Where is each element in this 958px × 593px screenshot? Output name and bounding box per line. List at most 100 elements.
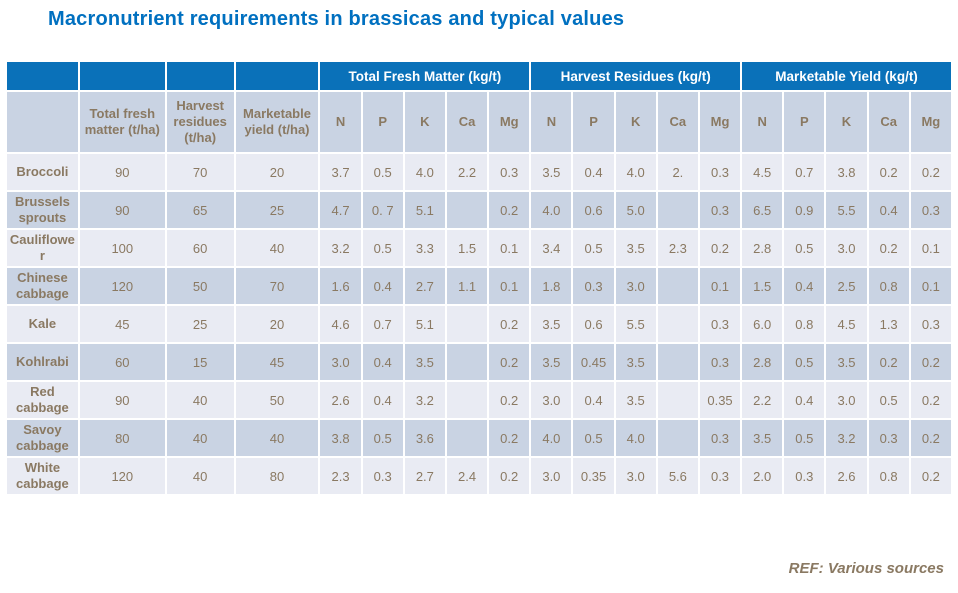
table-cell: 2.2 (740, 380, 785, 420)
table-cell: 4.5 (740, 152, 785, 192)
table-cell: 0.5 (782, 342, 827, 382)
table-cell: 5.0 (613, 190, 658, 230)
table-cell: 0.2 (487, 380, 532, 420)
sub-header-cell: P (782, 90, 827, 154)
row-label: Kale (5, 304, 80, 344)
table-cell (444, 380, 490, 420)
sub-header-cell: N (529, 90, 574, 154)
table-cell: 0.2 (866, 152, 911, 192)
table-cell: 3.8 (318, 418, 363, 458)
table-cell: 15 (164, 342, 236, 382)
table-cell: 0.3 (866, 418, 911, 458)
row-label: White cabbage (5, 456, 80, 496)
table-cell (655, 304, 700, 344)
table-cell: 1.6 (318, 266, 363, 306)
table-cell: 0.4 (571, 152, 616, 192)
sub-header-cell: K (402, 90, 447, 154)
table-cell: 2.7 (402, 456, 447, 496)
table-cell: 0.35 (571, 456, 616, 496)
table-cell: 5.5 (613, 304, 658, 344)
row-label: Broccoli (5, 152, 80, 192)
row-label: Savoy cabbage (5, 418, 80, 458)
table-cell: 0.4 (360, 266, 405, 306)
table-cell: 4.7 (318, 190, 363, 230)
table-cell: 40 (233, 418, 321, 458)
table-cell: 5.5 (824, 190, 869, 230)
table-cell: 0.2 (908, 152, 954, 192)
table-cell: 3.5 (529, 152, 574, 192)
table-cell: 90 (77, 380, 167, 420)
sub-header-cell: K (824, 90, 869, 154)
table-cell: 2.4 (444, 456, 490, 496)
table-cell: 3.5 (613, 342, 658, 382)
table-cell: 3.0 (318, 342, 363, 382)
table-cell: 0.3 (908, 304, 954, 344)
table-cell: 0.3 (908, 190, 954, 230)
table-cell: 0.2 (487, 418, 532, 458)
table-cell: 0.35 (697, 380, 743, 420)
table-cell: 40 (164, 380, 236, 420)
table-cell: 3.5 (529, 342, 574, 382)
table-cell: 0.3 (487, 152, 532, 192)
sub-header-cell: Ca (866, 90, 911, 154)
table-cell: 4.5 (824, 304, 869, 344)
table-row: Savoy cabbage 80 40 40 3.8 0.5 3.6 0.2 4.0 0.5 4.0… (5, 418, 954, 458)
table-row: Red cabbage 90 40 50 2.6 0.4 3.2 0.2 3.0 0.4 3.5 0.… (5, 380, 954, 420)
table-cell: 5.1 (402, 304, 447, 344)
table-cell: 0.5 (782, 418, 827, 458)
table-cell: 3.5 (613, 380, 658, 420)
table-cell: 1.5 (740, 266, 785, 306)
table-cell: 3.0 (529, 380, 574, 420)
macronutrient-table: Total Fresh Matter (kg/t) Harvest Residue… (5, 60, 954, 496)
table-cell: 0.5 (360, 418, 405, 458)
sub-header-cell: Total fresh matter (t/ha) (77, 90, 167, 154)
sub-header-cell: Harvest residues (t/ha) (164, 90, 236, 154)
table-cell: 0.2 (908, 380, 954, 420)
table-cell: 0.3 (697, 190, 743, 230)
table-cell: 20 (233, 304, 321, 344)
table-cell: 0.2 (487, 342, 532, 382)
table-cell: 0.2 (908, 342, 954, 382)
table-cell: 3.5 (740, 418, 785, 458)
table-cell: 0.8 (866, 266, 911, 306)
row-label: Chinese cabbage (5, 266, 80, 306)
table-cell: 3.0 (824, 228, 869, 268)
table-cell: 2.2 (444, 152, 490, 192)
table-cell: 2.7 (402, 266, 447, 306)
table-cell: 0.5 (571, 418, 616, 458)
group-header-empty-cell (5, 60, 80, 92)
table-cell: 5.6 (655, 456, 700, 496)
table-cell: 0.5 (571, 228, 616, 268)
group-header-row: Total Fresh Matter (kg/t) Harvest Residue… (5, 60, 953, 92)
table-cell: 65 (164, 190, 236, 230)
sub-header-cell: K (613, 90, 658, 154)
table-cell: 0.8 (866, 456, 911, 496)
table-cell: 40 (233, 228, 321, 268)
table-cell (655, 190, 700, 230)
table-cell: 3.2 (318, 228, 363, 268)
table-cell: 40 (164, 456, 236, 496)
table-cell: 2.6 (824, 456, 869, 496)
table-cell: 0.3 (697, 456, 743, 496)
table-row: Broccoli 90 70 20 3.7 0.5 4.0 2.2 0.3 3.5 0.4 4.0 2.… (5, 152, 954, 192)
table-cell: 0.1 (908, 228, 954, 268)
sub-header-cell: N (740, 90, 785, 154)
table-cell: 0.1 (908, 266, 954, 306)
group-header-cell: Total Fresh Matter (kg/t) (318, 60, 532, 92)
table-cell: 2.6 (318, 380, 363, 420)
table-cell: 3.4 (529, 228, 574, 268)
table-cell: 50 (233, 380, 321, 420)
table-cell: 0.4 (782, 266, 827, 306)
table-cell: 3.5 (529, 304, 574, 344)
group-header-cell: Harvest Residues (kg/t) (529, 60, 743, 92)
table-cell: 0.2 (697, 228, 743, 268)
sub-header-empty-cell (5, 90, 80, 154)
table-cell: 0.3 (697, 152, 743, 192)
table-cell: 0.8 (782, 304, 827, 344)
table-cell: 3.0 (613, 456, 658, 496)
table-cell: 6.5 (740, 190, 785, 230)
table-cell: 80 (233, 456, 321, 496)
table-cell: 4.0 (402, 152, 447, 192)
group-header-empty-cell (233, 60, 321, 92)
table-cell: 3.0 (824, 380, 869, 420)
